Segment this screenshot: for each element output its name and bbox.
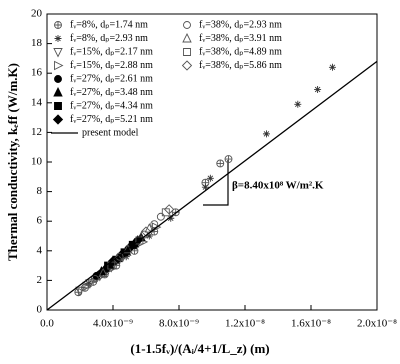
marker	[84, 279, 92, 287]
slope-triangle	[203, 160, 229, 206]
marker	[75, 286, 85, 297]
x-tick-label: 4.0x10⁻⁹	[93, 318, 133, 330]
legend-label: fᵥ=27%, dₚ=5.21 nm	[70, 114, 153, 125]
x-axis-title: (1-1.5fᵥ)/(Aᵢ/4+1/L_z) (m)	[130, 341, 269, 356]
legend-marker	[52, 114, 64, 125]
marker	[107, 261, 116, 270]
marker	[314, 85, 322, 93]
x-tick-label: 8.0x10⁻⁹	[159, 318, 199, 330]
y-tick-label: 18	[31, 37, 43, 49]
legend-label: fᵥ=27%, dₚ=2.61 nm	[70, 73, 153, 84]
legend-label: fᵥ=38%, dₚ=2.93 nm	[199, 19, 282, 30]
marker	[294, 100, 302, 108]
y-tick-label: 12	[31, 126, 42, 138]
legend-marker	[53, 86, 63, 97]
legend-marker	[54, 75, 62, 83]
marker	[161, 208, 170, 217]
marker	[85, 279, 95, 289]
legend-label: fᵥ=27%, dₚ=3.48 nm	[70, 87, 153, 98]
legend-label: fᵥ=38%, dₚ=3.91 nm	[199, 33, 282, 44]
legend-label: fᵥ=38%, dₚ=5.86 nm	[199, 60, 282, 71]
y-tick-label: 6	[37, 215, 43, 227]
plot-frame	[46, 13, 378, 311]
model-line	[46, 60, 378, 311]
marker	[98, 267, 108, 277]
legend-label: fᵥ=8%, dₚ=2.93 nm	[70, 33, 148, 44]
legend-label: fᵥ=38%, dₚ=4.89 nm	[199, 46, 282, 57]
legend-label: present model	[82, 127, 139, 138]
legend-marker	[54, 21, 62, 29]
legend-marker	[54, 35, 62, 42]
marker	[206, 174, 214, 182]
marker	[135, 236, 144, 245]
legend-marker	[181, 60, 193, 71]
marker	[262, 130, 270, 138]
y-tick-label: 16	[31, 67, 43, 79]
marker	[150, 220, 159, 229]
marker	[224, 155, 233, 163]
slope-annotation: β=8.40x10⁸ W/m².K	[232, 180, 324, 192]
x-tick-label: 0.0	[40, 318, 54, 330]
legend-label: fᵥ=8%, dₚ=1.74 nm	[70, 19, 148, 30]
marker	[82, 281, 93, 292]
y-tick-label: 0	[37, 304, 43, 316]
legend-label: fᵥ=15%, dₚ=2.17 nm	[70, 46, 153, 57]
y-tick-label: 8	[37, 185, 43, 197]
marker	[122, 253, 130, 261]
marker	[216, 159, 225, 168]
x-tick-label: 2.0x10⁻⁸	[357, 318, 397, 330]
marker	[156, 212, 165, 221]
y-tick-label: 20	[31, 8, 43, 20]
marker	[201, 183, 209, 191]
y-tick-label: 2	[37, 274, 43, 286]
marker	[167, 214, 175, 222]
legend-label: fᵥ=15%, dₚ=2.88 nm	[70, 60, 153, 71]
legend-marker	[53, 48, 63, 58]
legend-marker	[183, 48, 191, 56]
legend-marker	[54, 60, 64, 71]
x-tick-label: 1.2x10⁻⁸	[225, 318, 265, 330]
y-axis-title: Thermal conductivity, kₑff (W/m.K)	[5, 63, 20, 261]
y-tick-label: 4	[37, 244, 43, 256]
legend-label: fᵥ=27%, dₚ=4.34 nm	[70, 100, 153, 111]
legend-marker	[54, 102, 62, 110]
marker	[90, 274, 99, 283]
legend-marker	[183, 21, 191, 29]
y-tick-label: 14	[31, 96, 43, 108]
marker	[145, 232, 153, 240]
legend-marker	[182, 32, 192, 43]
marker	[163, 204, 175, 215]
x-tick-label: 1.6x10⁻⁸	[291, 318, 331, 330]
marker	[328, 63, 336, 71]
marker	[123, 243, 133, 254]
y-tick-label: 10	[31, 156, 43, 168]
